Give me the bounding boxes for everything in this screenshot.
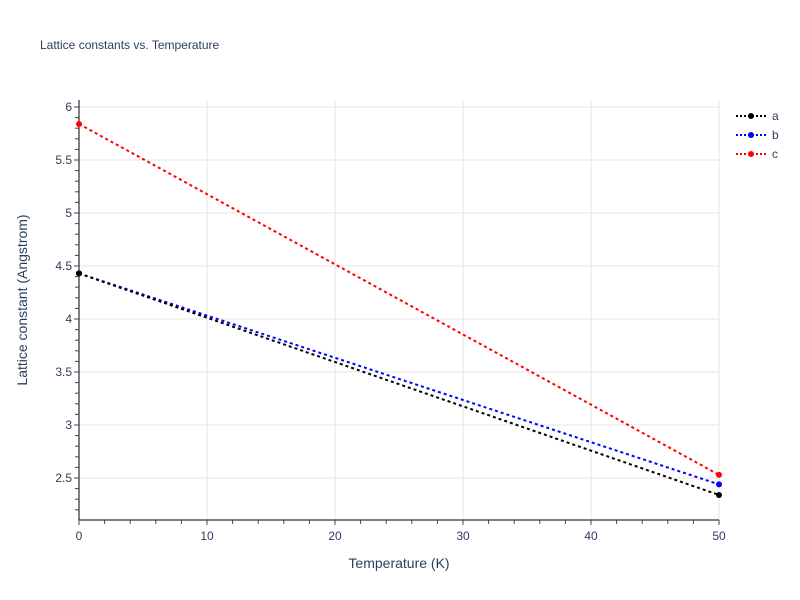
y-tick-label: 2.5 — [55, 471, 72, 485]
x-tick-label: 30 — [456, 529, 470, 543]
x-axis-title: Temperature (K) — [348, 555, 449, 571]
legend-item-b[interactable]: b — [736, 125, 779, 144]
series-b[interactable] — [76, 270, 722, 488]
chart-title: Lattice constants vs. Temperature — [40, 38, 220, 52]
legend-item-a[interactable]: a — [736, 106, 779, 125]
legend-item-c[interactable]: c — [736, 144, 779, 163]
y-tick-label: 4.5 — [55, 259, 72, 273]
legend-label: c — [772, 146, 778, 161]
x-tick-label: 10 — [200, 529, 214, 543]
y-tick-label: 5.5 — [55, 153, 72, 167]
x-tick-label: 0 — [76, 529, 83, 543]
legend-label: a — [772, 108, 779, 123]
y-tick-label: 3.5 — [55, 365, 72, 379]
data-point[interactable] — [716, 471, 722, 478]
legend: a b c — [736, 106, 779, 163]
x-tick-label: 20 — [328, 529, 342, 543]
series-a[interactable] — [76, 270, 722, 498]
data-point[interactable] — [716, 491, 722, 498]
data-point[interactable] — [76, 120, 82, 127]
y-tick-label: 5 — [65, 206, 72, 220]
y-axis-title: Lattice constant (Angstrom) — [14, 214, 30, 385]
x-tick-label: 40 — [584, 529, 598, 543]
x-tick-label: 50 — [712, 529, 726, 543]
legend-marker-icon — [736, 150, 766, 157]
y-tick-label: 6 — [65, 100, 72, 114]
data-point[interactable] — [76, 270, 82, 277]
data-point[interactable] — [716, 481, 722, 488]
series-c[interactable] — [76, 120, 722, 478]
y-tick-label: 4 — [65, 312, 72, 326]
legend-marker-icon — [736, 112, 766, 119]
legend-label: b — [772, 127, 779, 142]
y-tick-label: 3 — [65, 418, 72, 432]
legend-marker-icon — [736, 131, 766, 138]
